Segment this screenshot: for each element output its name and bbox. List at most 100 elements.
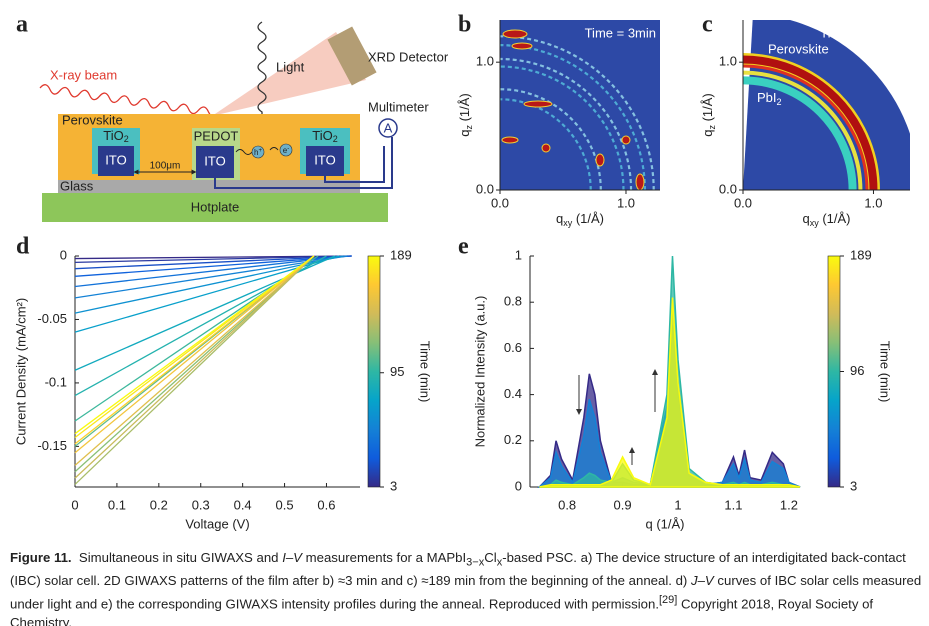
x-tick-label: 0 (71, 497, 78, 512)
y-tick-label: 0.4 (504, 386, 522, 401)
axis-label-text: q (700, 130, 715, 137)
jv-curve (74, 255, 352, 277)
jv-curve (74, 255, 348, 288)
x-tick-label: 1.0 (864, 195, 882, 210)
spacing-label: 100μm (150, 161, 181, 172)
electron (279, 143, 293, 157)
multimeter-label: Multimeter (368, 99, 429, 114)
jv-curve (74, 255, 315, 485)
y-axis-label: Current Density (mA/cm²) (13, 298, 28, 445)
panel-label: b (458, 12, 471, 38)
hotplate-label: Hotplate (191, 199, 239, 214)
bragg-spot (523, 100, 553, 108)
jv-curve (74, 255, 352, 263)
ammeter-label: A (384, 120, 393, 135)
x-tick-label: 0.2 (150, 497, 168, 512)
hole-text: h (254, 148, 258, 157)
caption-text: x (496, 556, 503, 569)
tio2-label: TiO2 (103, 128, 128, 144)
y-tick-label: 0 (515, 478, 522, 493)
caption-text: measurements for a MAPbI (301, 550, 467, 565)
y-tick-label: 1 (515, 247, 522, 262)
hole-sup: + (258, 148, 262, 154)
caption-text: [29] (659, 593, 678, 606)
jv-curve (74, 255, 352, 270)
x-tick-label: 0.1 (108, 497, 126, 512)
x-tick-label: 1.2 (780, 497, 798, 512)
ito-label: ITO (105, 152, 126, 167)
colorbar-tick-label: 96 (850, 363, 864, 378)
x-tick-label: 1.0 (617, 195, 635, 210)
tio2-sub: 2 (333, 134, 338, 144)
caption-text: J–V (691, 573, 714, 589)
caption-text: curves of IBC solar cells measured under… (10, 573, 922, 612)
time-label: Time = 189min (820, 25, 906, 40)
y-tick-label: 0.8 (504, 294, 522, 309)
axis-label: qxy (1/Å) (556, 211, 604, 228)
jv-curve (74, 255, 315, 445)
caption-text: I–V (282, 550, 302, 565)
diffraction-ring (500, 44, 646, 190)
axis-label-unit: (1/Å) (819, 211, 851, 226)
annotation-sub: 2 (777, 97, 782, 107)
wiggle (269, 147, 279, 151)
electron-label: e- (283, 146, 289, 156)
x-tick-label: 0.0 (491, 195, 509, 210)
axis-label-text: q (457, 130, 472, 137)
hole (251, 145, 265, 159)
tio2-text: TiO (103, 128, 123, 143)
y-tick-label: -0.15 (37, 438, 67, 453)
colorbar-tick-label: 95 (390, 364, 404, 379)
caption-text: -based PSC. a) The device structure of a… (10, 550, 906, 589)
caption-text: Copyright 2018, Royal Society of Chemist… (10, 596, 874, 626)
x-tick-label: 0.0 (734, 195, 752, 210)
axis-label-sub: z (707, 125, 717, 130)
caption: Figure 11. Simultaneous in situ GIWAXS a… (10, 549, 922, 626)
tio2-text: TiO (312, 128, 332, 143)
axis-label-sub: xy (810, 218, 820, 228)
caption-text: 3−x (466, 556, 485, 569)
colorbar-tick-label: 3 (390, 478, 397, 493)
jv-curve (74, 255, 315, 454)
y-tick-label: -0.05 (37, 311, 67, 326)
wire (214, 137, 393, 189)
light-ray (257, 21, 267, 134)
wire (324, 146, 385, 183)
ito-electrode (306, 146, 344, 176)
ito-label: ITO (204, 153, 225, 168)
ito-electrode (98, 146, 134, 176)
tio2-label: TiO2 (312, 128, 337, 144)
bragg-spot (511, 42, 533, 50)
colorbar-tick-label: 189 (390, 247, 412, 262)
jv-curve (74, 255, 315, 435)
caption-label: Figure 11. (10, 550, 72, 565)
time-label: Time = 3min (585, 25, 656, 40)
diffraction-ring (743, 64, 869, 190)
ito-electrode (196, 146, 234, 178)
y-tick-label: 0.6 (504, 340, 522, 355)
axis-label-sub: xy (563, 218, 573, 228)
diffraction-ring (743, 55, 878, 190)
axis-label-unit: (1/Å) (700, 93, 715, 125)
y-tick-label: 1.0 (476, 54, 494, 69)
diffraction-ring (500, 35, 655, 190)
bragg-spot (502, 29, 528, 39)
annotation: Perovskite (768, 41, 829, 56)
detector (327, 26, 377, 86)
ito-label: ITO (314, 152, 335, 167)
colorbar-label: Time (min) (878, 341, 893, 403)
diffraction-cone (212, 32, 366, 116)
hotplate (42, 193, 388, 222)
figure: a b c d e XRD Detector X-ray beam Light … (13, 12, 910, 531)
detector-label: XRD Detector (368, 49, 449, 64)
y-tick-label: 0.0 (476, 181, 494, 196)
y-tick-label: -0.1 (45, 374, 67, 389)
ammeter (378, 118, 398, 138)
diffraction-ring (743, 70, 863, 190)
axis-label: qz (1/Å) (700, 93, 717, 137)
bragg-spot (621, 135, 631, 145)
xray-label: X-ray beam (50, 67, 117, 82)
axis-label-unit: (1/Å) (457, 93, 472, 125)
diffraction-ring (500, 88, 602, 190)
